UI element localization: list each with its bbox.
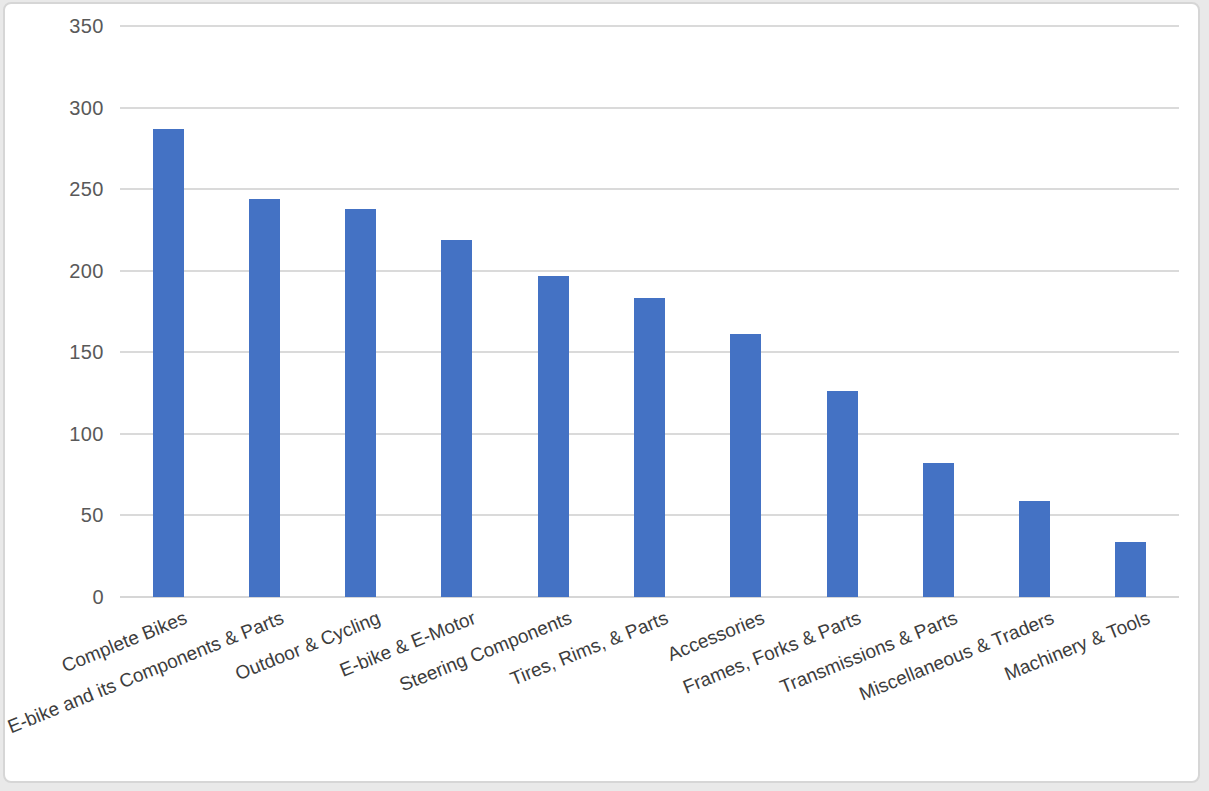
- gridline: [120, 188, 1179, 190]
- chart-frame: 050100150200250300350 Complete BikesE-bi…: [3, 2, 1200, 783]
- bar: [441, 240, 472, 597]
- y-axis-tick-label: 150: [34, 340, 104, 364]
- gridline: [120, 25, 1179, 27]
- y-axis-tick-label: 350: [34, 14, 104, 38]
- bar: [827, 391, 858, 597]
- y-axis-tick-label: 0: [34, 585, 104, 609]
- y-axis-tick-label: 300: [34, 96, 104, 120]
- bar: [249, 199, 280, 597]
- bar: [730, 334, 761, 597]
- bar: [634, 298, 665, 597]
- bar: [923, 463, 954, 597]
- y-axis-tick-label: 250: [34, 177, 104, 201]
- y-axis-tick-label: 200: [34, 259, 104, 283]
- y-axis-tick-label: 100: [34, 422, 104, 446]
- plot-area: 050100150200250300350 Complete BikesE-bi…: [5, 4, 1198, 781]
- bar: [1115, 542, 1146, 597]
- gridline: [120, 107, 1179, 109]
- y-axis-tick-label: 50: [34, 503, 104, 527]
- bar: [153, 129, 184, 597]
- x-axis-label: Steering Components: [397, 607, 576, 696]
- bar: [1019, 501, 1050, 597]
- bar: [345, 209, 376, 597]
- x-axis-label: Tires, Rims, & Parts: [508, 607, 672, 690]
- bar: [538, 276, 569, 597]
